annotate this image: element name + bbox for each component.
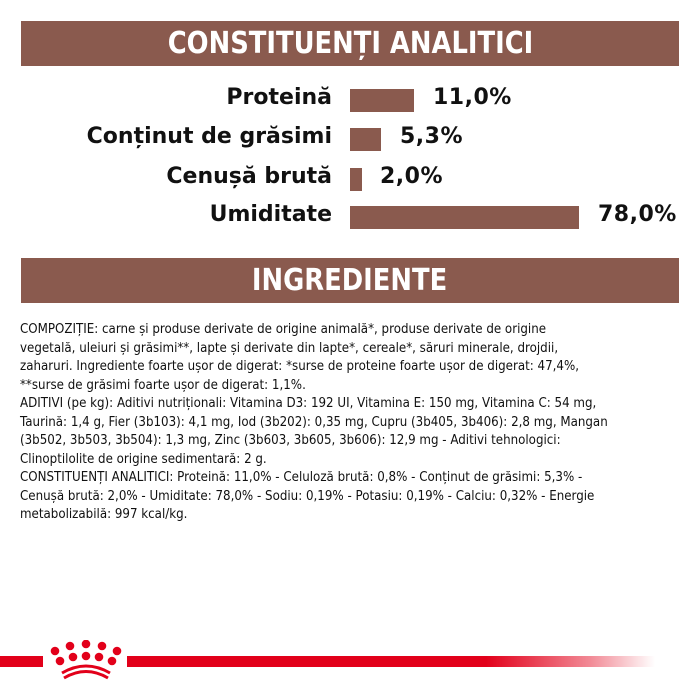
chart-bar [350,89,414,112]
chart-label: Conținut de grăsimi [86,124,332,149]
chart-value: 11,0% [433,85,512,110]
composition-line: zaharuri. Ingrediente foarte ușor de dig… [20,359,580,374]
chart-bar [350,128,381,151]
chart-value: 5,3% [400,124,464,149]
chart-bar [350,168,362,191]
analytic-constituents-title: CONSTITUENȚI ANALITICI [167,26,533,61]
composition-line: **surse de grăsimi foarte ușor de digera… [20,377,306,393]
brand-line-right [127,656,655,667]
analytic-bar-chart: Proteină 11,0% Conținut de grăsimi 5,3% … [0,85,700,236]
chart-row-moisture: Umiditate 78,0% [0,202,700,230]
chart-label: Proteină [226,85,332,110]
royal-canin-crown-icon [50,640,122,680]
analytic-line: CONSTITUENȚI ANALITICI: Proteină: 11,0% … [20,470,583,485]
composition-line: vegetală, uleiuri și grăsimi**, lapte și… [20,340,559,356]
ingredients-description: COMPOZIȚIE: carne și produse derivate de… [20,321,685,525]
additives-line: Taurină: 1,4 g, Fier (3b103): 4,1 mg, Io… [20,414,608,430]
brand-line-left [0,656,43,667]
chart-label: Umiditate [209,202,332,227]
brand-footer [0,640,700,680]
chart-bar [350,206,579,229]
additives-line: Clinoptilolite de origine sedimentară: 2… [20,451,267,467]
additives-line: ADITIVI (pe kg): Aditivi nutriționali: V… [20,396,597,411]
analytic-constituents-header: CONSTITUENȚI ANALITICI [21,21,679,66]
chart-row-fat: Conținut de grăsimi 5,3% [0,124,700,152]
chart-row-protein: Proteină 11,0% [0,85,700,113]
analytic-line: Cenușă brută: 2,0% - Umiditate: 78,0% - … [20,488,595,504]
chart-value: 78,0% [598,202,677,227]
chart-label: Cenușă brută [166,164,332,189]
analytic-line: metabolizabilă: 997 kcal/kg. [20,507,188,522]
chart-value: 2,0% [380,164,444,189]
chart-row-ash: Cenușă brută 2,0% [0,164,700,192]
ingredients-header: INGREDIENTE [21,258,679,303]
composition-line: COMPOZIȚIE: carne și produse derivate de… [20,322,547,337]
additives-line: (3b502, 3b503, 3b504): 1,3 mg, Zinc (3b6… [20,433,561,448]
ingredients-title: INGREDIENTE [252,263,448,298]
